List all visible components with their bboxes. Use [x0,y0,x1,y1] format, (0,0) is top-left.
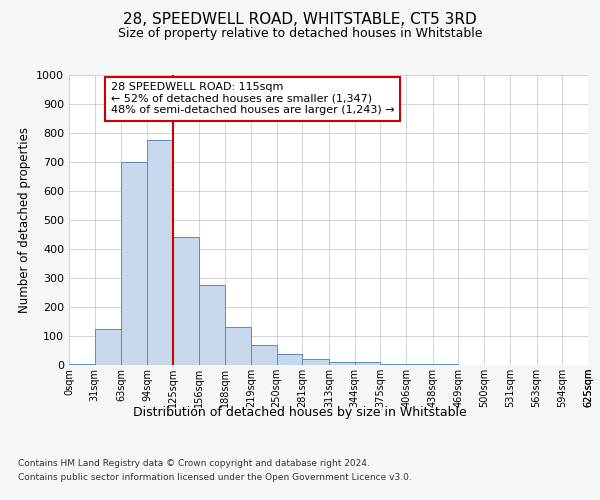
Bar [433,364,458,365]
Bar [173,238,199,365]
Y-axis label: Number of detached properties: Number of detached properties [17,127,31,313]
Text: Contains HM Land Registry data © Crown copyright and database right 2024.: Contains HM Land Registry data © Crown c… [18,458,370,468]
Bar [225,328,251,365]
Bar [199,285,225,365]
Bar [406,364,433,365]
Text: Size of property relative to detached houses in Whitstable: Size of property relative to detached ho… [118,28,482,40]
Bar [69,364,95,365]
Bar [95,329,121,365]
Text: Distribution of detached houses by size in Whitstable: Distribution of detached houses by size … [133,406,467,419]
Bar [329,362,355,365]
Bar [121,162,147,365]
Bar [147,140,173,365]
Bar [302,358,329,365]
Text: Contains public sector information licensed under the Open Government Licence v3: Contains public sector information licen… [18,474,412,482]
Bar [277,354,302,365]
Bar [251,344,277,365]
Bar [355,362,380,365]
Bar [380,364,406,365]
Text: 28, SPEEDWELL ROAD, WHITSTABLE, CT5 3RD: 28, SPEEDWELL ROAD, WHITSTABLE, CT5 3RD [123,12,477,28]
Text: 28 SPEEDWELL ROAD: 115sqm
← 52% of detached houses are smaller (1,347)
48% of se: 28 SPEEDWELL ROAD: 115sqm ← 52% of detac… [110,82,394,116]
